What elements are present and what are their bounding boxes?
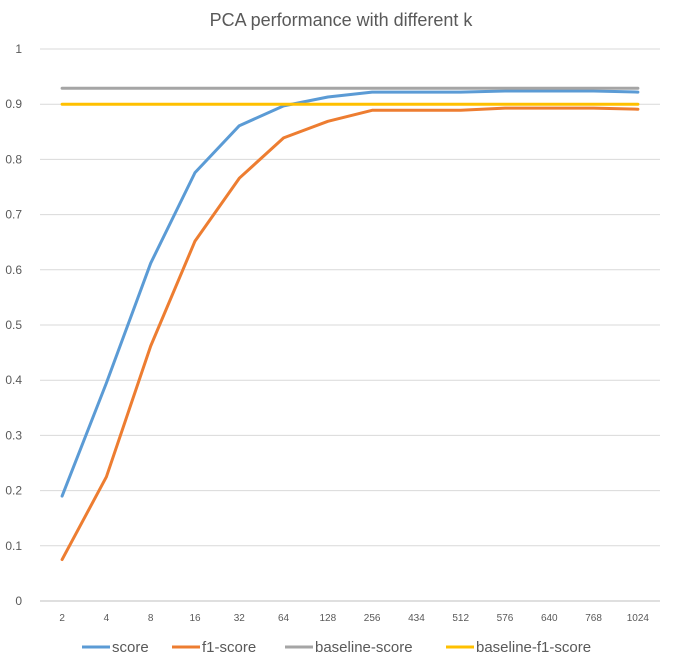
x-tick-label: 128 — [320, 613, 337, 624]
series-lines — [60, 86, 640, 562]
y-tick-label: 0.6 — [5, 263, 22, 277]
x-tick-label: 512 — [452, 613, 469, 624]
legend: score f1-score baseline-score baseline-f1-s… — [82, 639, 591, 656]
x-tick-label: 32 — [234, 613, 246, 624]
x-tick-label: 16 — [189, 613, 201, 624]
y-tick-label: 0.8 — [5, 152, 22, 166]
series-line-f1-score — [60, 106, 640, 562]
x-axis-ticks: 2 4 8 16 32 64 128 256 434 512 576 640 768 1024 — [59, 613, 649, 624]
legend-label: baseline-score — [315, 639, 413, 656]
legend-label: score — [112, 639, 149, 656]
y-tick-label: 0.4 — [5, 373, 22, 387]
x-tick-label: 256 — [364, 613, 381, 624]
y-tick-label: 0.5 — [5, 318, 22, 332]
chart-title: PCA performance with different k — [210, 10, 474, 30]
y-tick-label: 0.3 — [5, 428, 22, 442]
series-line-score — [60, 89, 640, 498]
x-tick-label: 8 — [148, 613, 154, 624]
y-axis-ticks: 0 0.1 0.2 0.3 0.4 0.5 0.6 0.7 0.8 0.9 1 — [5, 42, 22, 608]
x-tick-label: 1024 — [627, 613, 650, 624]
legend-label: f1-score — [202, 639, 256, 656]
y-tick-label: 0 — [15, 594, 22, 608]
x-tick-label: 64 — [278, 613, 290, 624]
y-tick-label: 1 — [15, 42, 22, 56]
y-tick-label: 0.1 — [5, 539, 22, 553]
x-tick-label: 434 — [408, 613, 425, 624]
x-tick-label: 576 — [497, 613, 514, 624]
y-tick-label: 0.2 — [5, 484, 22, 498]
x-tick-label: 640 — [541, 613, 558, 624]
x-tick-label: 4 — [104, 613, 110, 624]
x-tick-label: 768 — [585, 613, 602, 624]
y-tick-label: 0.7 — [5, 208, 22, 222]
legend-label: baseline-f1-score — [476, 639, 591, 656]
y-tick-label: 0.9 — [5, 97, 22, 111]
gridlines — [40, 48, 660, 602]
x-tick-label: 2 — [59, 613, 65, 624]
